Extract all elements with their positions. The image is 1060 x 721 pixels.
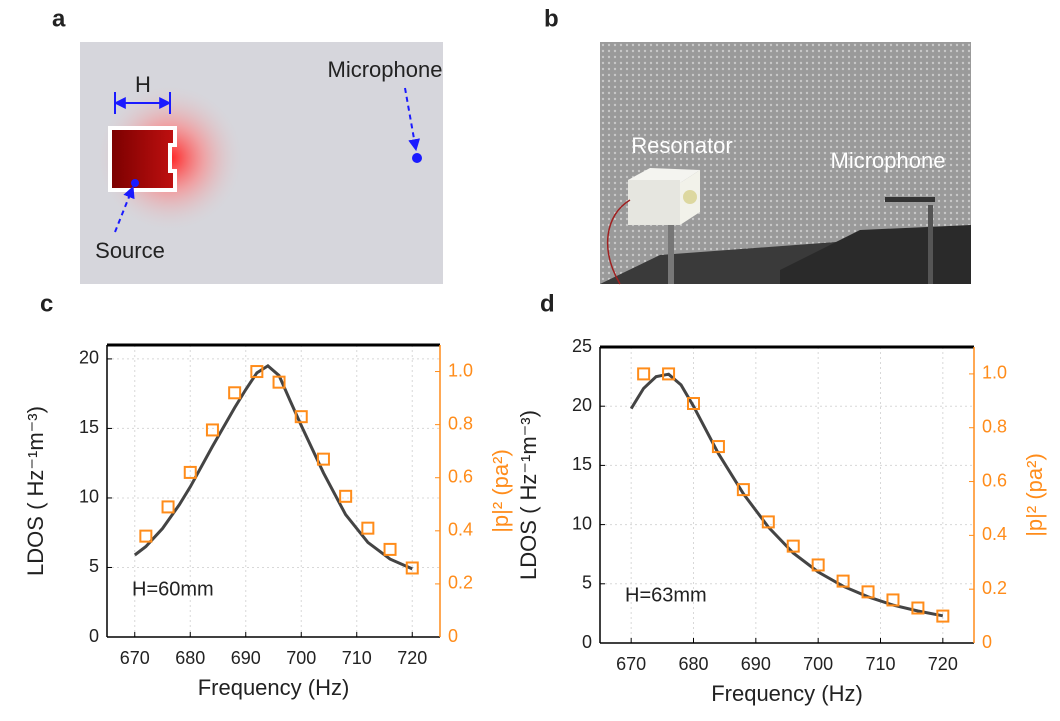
resonator-opening (683, 190, 697, 204)
data-point (339, 489, 353, 503)
y2-tick-label: 1.0 (982, 363, 1007, 383)
width-label: H (135, 72, 151, 97)
y-tick-label: 10 (572, 513, 592, 533)
data-point (811, 558, 825, 572)
panel-label: d (540, 290, 555, 317)
photo-panel: Resonator Microphone (600, 42, 971, 285)
data-point (637, 367, 651, 381)
x-tick-label: 690 (741, 654, 771, 674)
microphone-arrow (404, 87, 421, 152)
source-arrow (114, 185, 135, 233)
data-point (361, 521, 375, 535)
photo-table (780, 225, 971, 284)
y2-tick-label: 0.8 (448, 413, 473, 433)
y2-tick-label: 0.6 (448, 466, 473, 486)
y2-tick-label: 0.2 (982, 578, 1007, 598)
x-tick-label: 690 (231, 648, 261, 668)
microphone (885, 197, 935, 202)
data-point (861, 585, 875, 599)
x-tick-label: 670 (120, 648, 150, 668)
x-tick-label: 720 (928, 654, 958, 674)
panel-label: b (544, 5, 559, 32)
data-point (272, 375, 286, 389)
data-point (886, 593, 900, 607)
y2-tick-label: 0.4 (982, 524, 1007, 544)
y-tick-label: 0 (582, 632, 592, 652)
x-tick-label: 670 (616, 654, 646, 674)
y-tick-label: 20 (572, 395, 592, 415)
y-tick-label: 0 (89, 626, 99, 646)
microphone-label: Microphone (328, 57, 443, 82)
y2-tick-label: 0 (448, 626, 458, 646)
x-tick-label: 680 (678, 654, 708, 674)
data-point (205, 423, 219, 437)
data-point (836, 574, 850, 588)
data-point (761, 515, 775, 529)
y-tick-label: 25 (572, 336, 592, 356)
y2-tick-label: 0.6 (982, 470, 1007, 490)
data-point (250, 365, 264, 379)
y2-axis-label: |p|² (pa²) (488, 449, 513, 533)
data-point (736, 483, 750, 497)
resonator (108, 126, 177, 192)
x-tick-label: 700 (286, 648, 316, 668)
x-tick-label: 680 (175, 648, 205, 668)
data-line (629, 372, 944, 618)
x-axis-label: Frequency (Hz) (711, 681, 863, 706)
y2-tick-label: 0.4 (448, 520, 473, 540)
y-tick-label: 5 (89, 556, 99, 576)
data-point (711, 440, 725, 454)
y-tick-label: 5 (582, 573, 592, 593)
data-point (294, 410, 308, 424)
y-tick-label: 10 (79, 487, 99, 507)
annotation: H=60mm (132, 578, 214, 600)
data-point (228, 386, 242, 400)
resonator-top (628, 168, 700, 183)
resonator-label: Resonator (631, 133, 733, 158)
data-point (911, 601, 925, 615)
stand (668, 225, 674, 284)
simulation-panel: H Microphone Source (80, 42, 443, 284)
data-point (936, 609, 950, 623)
data-point (662, 367, 676, 381)
x-tick-label: 720 (397, 648, 427, 668)
panel-label: a (52, 5, 66, 32)
y-tick-label: 20 (79, 348, 99, 368)
annotation: H=63mm (625, 584, 707, 606)
y-axis-label: LDOS ( Hz⁻¹m⁻³) (516, 410, 541, 580)
microphone-point (412, 153, 422, 163)
data-point (183, 465, 197, 479)
cable (607, 199, 631, 285)
data-point (316, 452, 330, 466)
x-tick-label: 700 (803, 654, 833, 674)
microphone-label: Microphone (831, 148, 946, 173)
x-tick-label: 710 (342, 648, 372, 668)
panel-label: c (40, 290, 53, 317)
source-point (131, 179, 139, 187)
x-axis-label: Frequency (Hz) (198, 675, 350, 700)
data-line (133, 364, 413, 571)
y2-tick-label: 0.8 (982, 416, 1007, 436)
y2-axis-label: |p|² (pa²) (1022, 453, 1047, 537)
microphone-stand (928, 205, 933, 284)
y-tick-label: 15 (572, 454, 592, 474)
resonator-side (628, 180, 680, 225)
y2-tick-label: 0.2 (448, 573, 473, 593)
data-point (687, 397, 700, 411)
y2-tick-label: 1.0 (448, 360, 473, 380)
x-tick-label: 710 (865, 654, 895, 674)
y-axis-label: LDOS ( Hz⁻¹m⁻³) (23, 406, 48, 576)
data-point (405, 561, 419, 575)
source-label: Source (95, 238, 165, 263)
data-point (383, 542, 397, 556)
data-point (161, 500, 175, 514)
data-point (139, 529, 153, 543)
y-tick-label: 15 (79, 417, 99, 437)
data-point (786, 539, 800, 553)
y2-tick-label: 0 (982, 632, 992, 652)
